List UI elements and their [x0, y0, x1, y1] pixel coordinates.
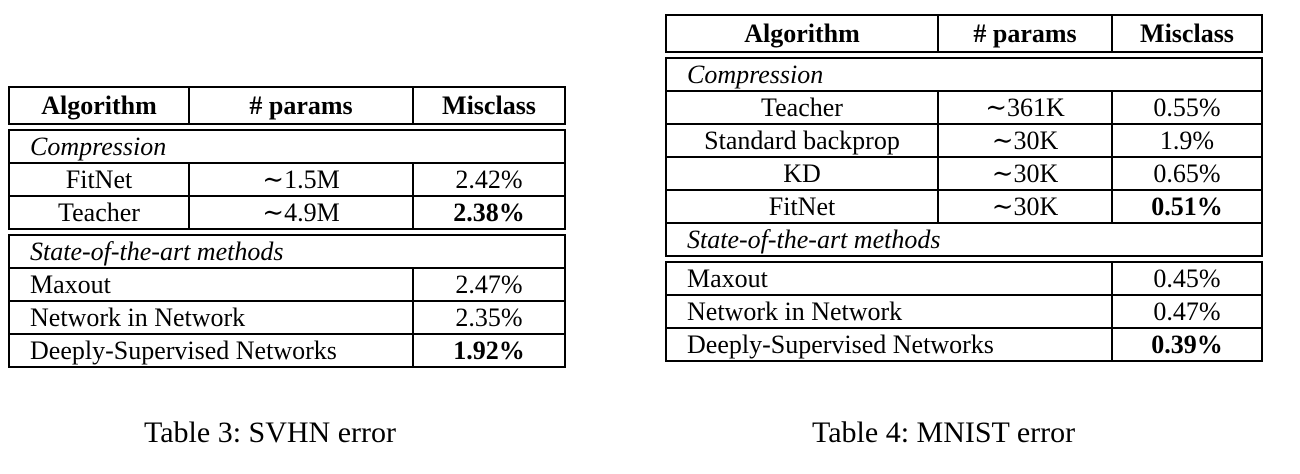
cell-misclass: 2.42%: [412, 162, 566, 197]
table-row: FitNet ∼30K 0.51%: [665, 189, 1263, 224]
table-row: Standard backprop ∼30K 1.9%: [665, 123, 1263, 158]
cell-params: ∼30K: [937, 189, 1113, 224]
table-3-caption: Table 3: SVHN error: [144, 416, 396, 449]
cell-algorithm: Standard backprop: [665, 123, 939, 158]
cell-algorithm: Maxout: [665, 261, 1113, 296]
cell-misclass-best: 1.92%: [412, 333, 566, 368]
header-algorithm: Algorithm: [8, 86, 190, 125]
cell-misclass: 0.55%: [1111, 90, 1263, 125]
table-row: Network in Network 2.35%: [8, 300, 566, 335]
table-row: Maxout 2.47%: [8, 267, 566, 302]
table-row: FitNet ∼1.5M 2.42%: [8, 162, 566, 197]
cell-algorithm: Teacher: [8, 195, 190, 230]
table-4-caption: Table 4: MNIST error: [812, 416, 1076, 449]
cell-params: ∼30K: [937, 156, 1113, 191]
section-row-compression: Compression: [665, 57, 1263, 92]
cell-params: ∼1.5M: [188, 162, 414, 197]
header-algorithm: Algorithm: [665, 14, 939, 53]
table-row: Deeply-Supervised Networks 1.92%: [8, 333, 566, 368]
table-row: Network in Network 0.47%: [665, 294, 1263, 329]
header-misclass: Misclass: [412, 86, 566, 125]
section-title: State-of-the-art methods: [8, 234, 566, 269]
section-title: Compression: [665, 57, 1263, 92]
cell-algorithm: Maxout: [8, 267, 414, 302]
section-title: State-of-the-art methods: [665, 222, 1263, 257]
table-header-row: Algorithm # params Misclass: [665, 14, 1263, 53]
table-divider: [666, 255, 1262, 263]
cell-misclass: 0.65%: [1111, 156, 1263, 191]
header-misclass: Misclass: [1111, 14, 1263, 53]
section-row-state-of-the-art: State-of-the-art methods: [8, 234, 566, 269]
header-params: # params: [937, 14, 1113, 53]
cell-misclass-best: 2.38%: [412, 195, 566, 230]
cell-algorithm: Teacher: [665, 90, 939, 125]
cell-algorithm: Deeply-Supervised Networks: [8, 333, 414, 368]
section-row-compression: Compression: [8, 129, 566, 164]
table-row: Maxout 0.45%: [665, 261, 1263, 296]
cell-algorithm: KD: [665, 156, 939, 191]
header-params: # params: [188, 86, 414, 125]
table-divider: [9, 228, 565, 236]
table-3-svhn: Algorithm # params Misclass Compression …: [8, 86, 566, 368]
cell-misclass: 2.35%: [412, 300, 566, 335]
table-row: KD ∼30K 0.65%: [665, 156, 1263, 191]
table-4-mnist: Algorithm # params Misclass Compression …: [665, 14, 1263, 362]
cell-algorithm: FitNet: [665, 189, 939, 224]
cell-misclass: 0.47%: [1111, 294, 1263, 329]
table-row: Teacher ∼4.9M 2.38%: [8, 195, 566, 230]
cell-misclass-best: 0.51%: [1111, 189, 1263, 224]
cell-algorithm: Network in Network: [665, 294, 1113, 329]
table-row: Teacher ∼361K 0.55%: [665, 90, 1263, 125]
cell-params: ∼4.9M: [188, 195, 414, 230]
section-row-state-of-the-art: State-of-the-art methods: [665, 222, 1263, 257]
cell-misclass-best: 0.39%: [1111, 327, 1263, 362]
cell-misclass: 1.9%: [1111, 123, 1263, 158]
cell-params: ∼361K: [937, 90, 1113, 125]
table-divider: [9, 123, 565, 131]
table-header-row: Algorithm # params Misclass: [8, 86, 566, 125]
cell-algorithm: Network in Network: [8, 300, 414, 335]
cell-params: ∼30K: [937, 123, 1113, 158]
cell-misclass: 0.45%: [1111, 261, 1263, 296]
table-row: Deeply-Supervised Networks 0.39%: [665, 327, 1263, 362]
cell-misclass: 2.47%: [412, 267, 566, 302]
cell-algorithm: FitNet: [8, 162, 190, 197]
section-title: Compression: [8, 129, 566, 164]
cell-algorithm: Deeply-Supervised Networks: [665, 327, 1113, 362]
table-divider: [666, 51, 1262, 59]
